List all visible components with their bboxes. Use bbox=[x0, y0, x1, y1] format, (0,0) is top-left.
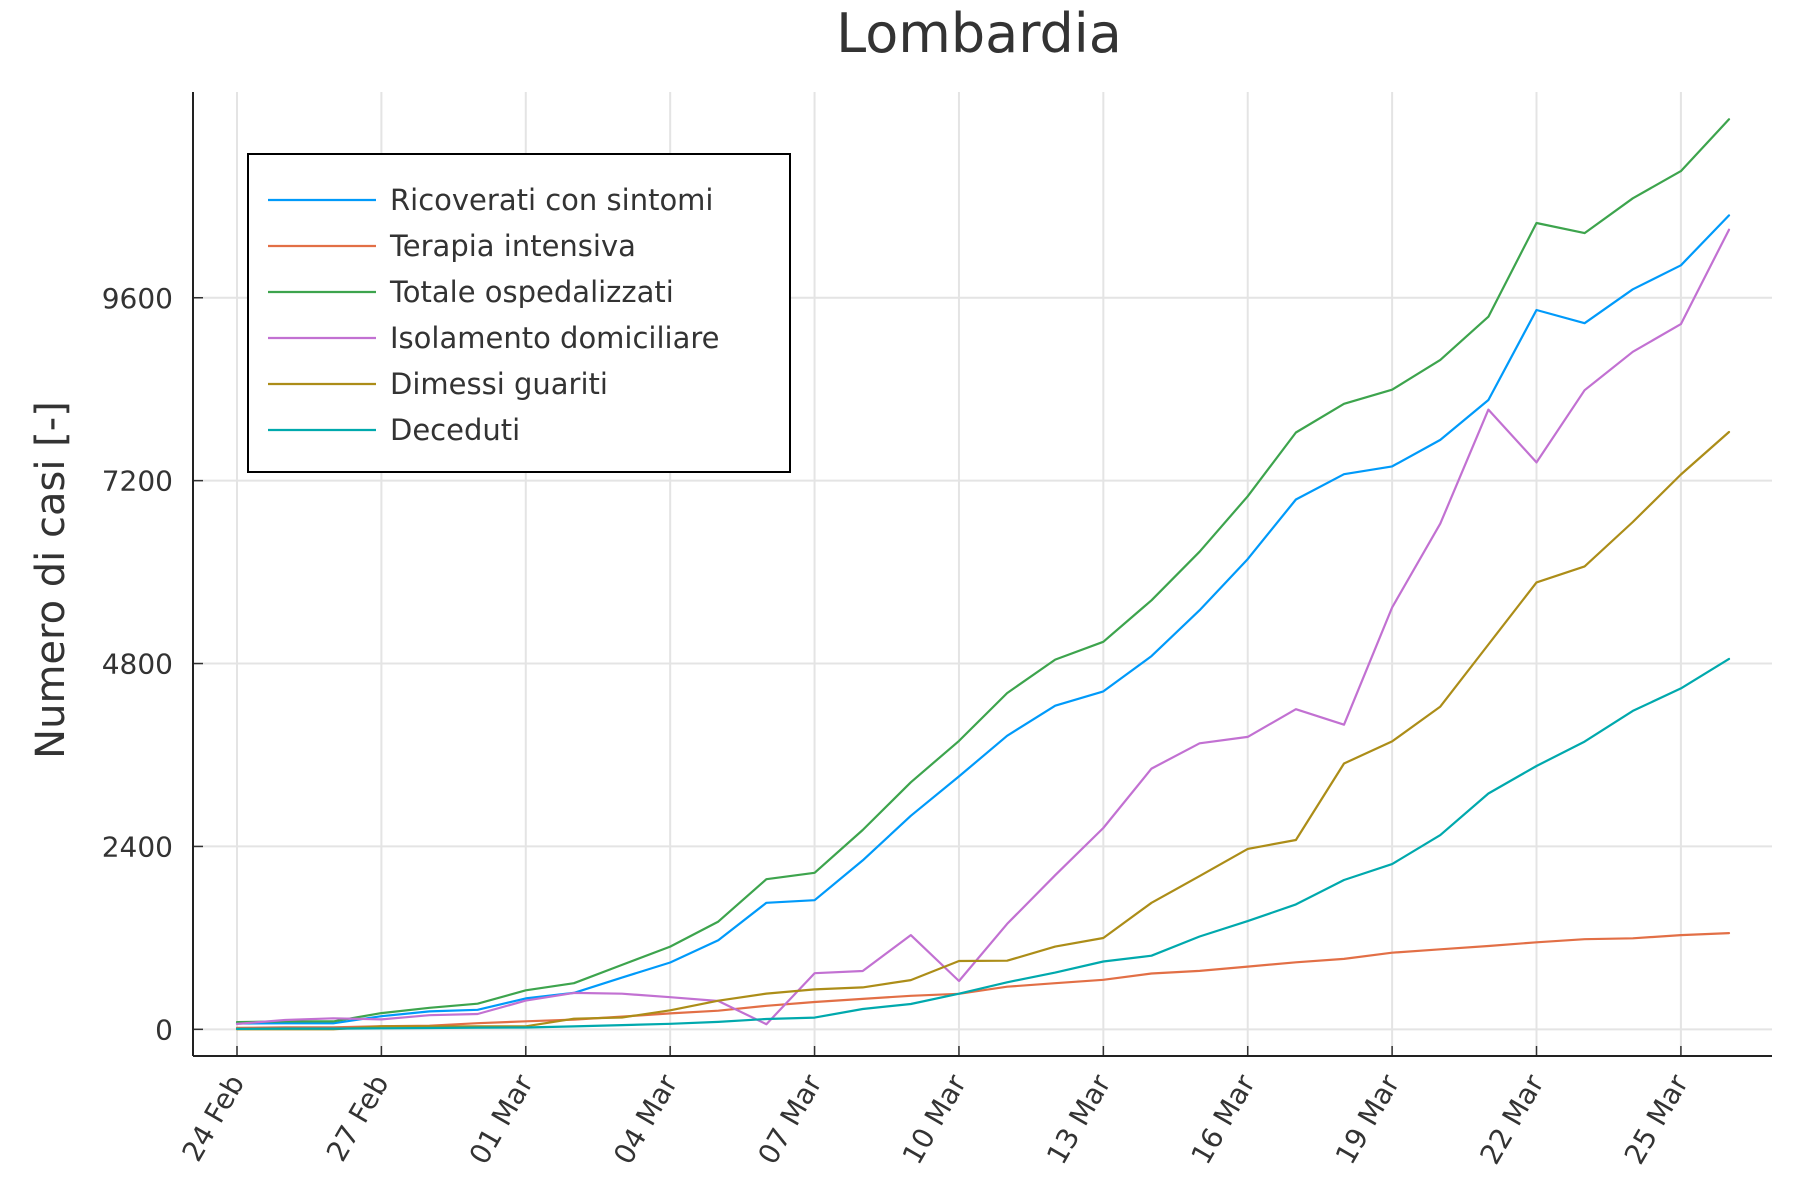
x-tick-label: 24 Feb bbox=[175, 1069, 251, 1167]
legend-label: Dimessi guariti bbox=[390, 367, 608, 401]
axes bbox=[192, 92, 1772, 1057]
series-line-deceduti bbox=[235, 657, 1731, 1031]
series-line-totale-ospedalizzati bbox=[235, 118, 1731, 1024]
series-line-dimessi-guariti bbox=[235, 430, 1731, 1031]
y-axis-title: Numero di casi [-] bbox=[28, 401, 74, 759]
x-tick-label: 25 Mar bbox=[1618, 1069, 1696, 1170]
series-line-ricoverati-con-sintomi bbox=[235, 214, 1731, 1025]
x-tick-label: 07 Mar bbox=[751, 1069, 829, 1170]
x-tick-label: 16 Mar bbox=[1185, 1069, 1263, 1170]
series-lines bbox=[235, 118, 1731, 1031]
chart-title: Lombardia bbox=[836, 2, 1122, 65]
y-tick-label: 9600 bbox=[102, 282, 173, 315]
x-tick-label: 01 Mar bbox=[463, 1069, 541, 1170]
x-tick-label: 22 Mar bbox=[1473, 1069, 1551, 1170]
y-tick-label: 2400 bbox=[102, 830, 173, 863]
x-tick-label: 27 Feb bbox=[320, 1069, 396, 1167]
legend-label: Totale ospedalizzati bbox=[389, 275, 674, 309]
legend-label: Terapia intensiva bbox=[389, 229, 636, 263]
legend-label: Isolamento domiciliare bbox=[390, 321, 720, 355]
legend-label: Ricoverati con sintomi bbox=[390, 183, 714, 217]
x-tick-label: 10 Mar bbox=[896, 1069, 974, 1170]
series-line-isolamento-domiciliare bbox=[235, 228, 1731, 1026]
legend-box bbox=[247, 153, 791, 473]
y-tick-label: 7200 bbox=[102, 465, 173, 498]
y-tick-label: 4800 bbox=[102, 648, 173, 681]
legend: Ricoverati con sintomi Terapia intensiva T… bbox=[247, 153, 791, 473]
legend-label: Deceduti bbox=[390, 413, 520, 447]
x-tick-label: 04 Mar bbox=[607, 1069, 685, 1170]
x-tick-label: 13 Mar bbox=[1040, 1069, 1118, 1170]
series-line-terapia-intensiva bbox=[235, 931, 1731, 1030]
x-tick-label: 19 Mar bbox=[1329, 1069, 1407, 1170]
y-tick-label: 0 bbox=[155, 1013, 173, 1046]
grid bbox=[193, 92, 1772, 1056]
